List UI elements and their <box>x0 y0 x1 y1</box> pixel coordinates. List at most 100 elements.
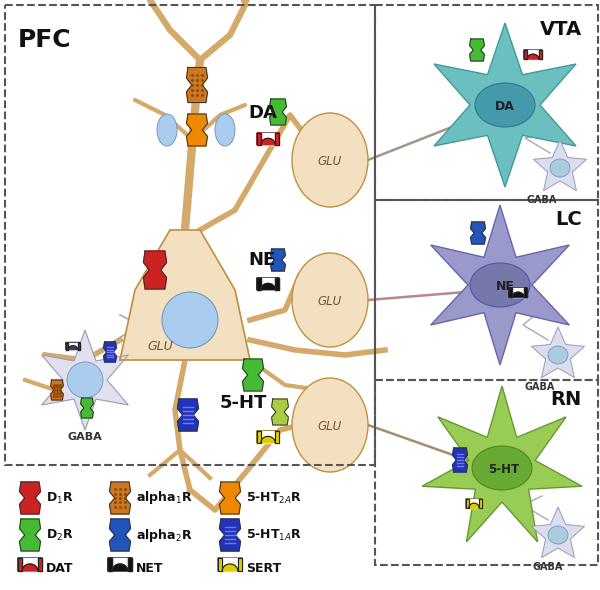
Polygon shape <box>434 23 576 187</box>
Polygon shape <box>512 288 524 297</box>
Ellipse shape <box>67 362 103 398</box>
Polygon shape <box>524 50 527 59</box>
Text: alpha$_2$R: alpha$_2$R <box>136 526 193 543</box>
Text: PFC: PFC <box>18 28 71 52</box>
Polygon shape <box>512 292 524 297</box>
Polygon shape <box>41 330 128 430</box>
Polygon shape <box>222 564 238 571</box>
Ellipse shape <box>548 346 568 364</box>
Text: 5-HT: 5-HT <box>488 463 520 476</box>
Polygon shape <box>220 519 241 551</box>
Ellipse shape <box>470 263 530 307</box>
Polygon shape <box>466 499 469 508</box>
Polygon shape <box>257 278 261 290</box>
Polygon shape <box>261 437 275 442</box>
Polygon shape <box>532 327 584 378</box>
Polygon shape <box>524 50 542 59</box>
Ellipse shape <box>292 253 368 347</box>
Polygon shape <box>128 558 132 571</box>
Text: 5-HT$_{2A}$R: 5-HT$_{2A}$R <box>246 490 302 506</box>
Text: 5-HT: 5-HT <box>220 394 268 412</box>
Text: GLU: GLU <box>318 420 342 433</box>
Text: GLU: GLU <box>318 295 342 308</box>
Polygon shape <box>271 249 286 271</box>
Polygon shape <box>257 431 279 442</box>
Ellipse shape <box>162 292 218 348</box>
Polygon shape <box>470 39 484 61</box>
Polygon shape <box>38 558 42 571</box>
Ellipse shape <box>157 114 177 146</box>
Polygon shape <box>422 386 582 542</box>
Polygon shape <box>469 499 479 508</box>
Text: DAT: DAT <box>46 562 74 575</box>
Polygon shape <box>509 288 512 297</box>
Polygon shape <box>539 50 542 59</box>
Polygon shape <box>77 343 80 350</box>
Polygon shape <box>257 133 279 145</box>
Text: GLU: GLU <box>318 155 342 168</box>
Polygon shape <box>261 278 275 290</box>
Ellipse shape <box>550 159 570 177</box>
Polygon shape <box>261 133 275 145</box>
Text: NET: NET <box>136 562 163 575</box>
Polygon shape <box>509 288 527 297</box>
Text: GABA: GABA <box>525 382 555 392</box>
Ellipse shape <box>548 526 568 544</box>
Polygon shape <box>257 133 261 145</box>
Polygon shape <box>50 380 64 400</box>
Polygon shape <box>120 230 250 360</box>
Polygon shape <box>242 359 263 391</box>
Polygon shape <box>257 431 261 442</box>
Polygon shape <box>238 558 242 571</box>
Polygon shape <box>22 564 38 571</box>
Polygon shape <box>466 499 482 508</box>
Text: DA: DA <box>495 100 515 113</box>
Polygon shape <box>218 558 222 571</box>
Text: DA: DA <box>248 104 277 122</box>
Text: NE: NE <box>496 280 514 293</box>
Polygon shape <box>112 558 128 571</box>
Text: D$_1$R: D$_1$R <box>46 490 74 506</box>
Text: GABA: GABA <box>68 432 103 442</box>
Polygon shape <box>527 54 539 59</box>
Polygon shape <box>22 558 38 571</box>
Polygon shape <box>479 499 482 508</box>
Polygon shape <box>220 482 241 514</box>
Polygon shape <box>275 431 279 442</box>
Polygon shape <box>19 482 41 514</box>
Polygon shape <box>222 558 238 571</box>
Polygon shape <box>108 558 132 571</box>
Text: GABA: GABA <box>533 562 563 572</box>
Polygon shape <box>18 558 42 571</box>
Polygon shape <box>269 99 286 125</box>
Text: VTA: VTA <box>540 20 582 39</box>
Polygon shape <box>257 278 279 290</box>
Polygon shape <box>275 133 279 145</box>
Text: D$_2$R: D$_2$R <box>46 527 74 543</box>
Text: 5-HT$_{1A}$R: 5-HT$_{1A}$R <box>246 527 302 543</box>
Text: SERT: SERT <box>246 562 281 575</box>
Polygon shape <box>261 139 275 145</box>
Text: GABA: GABA <box>527 195 557 205</box>
Polygon shape <box>104 342 116 362</box>
Polygon shape <box>272 399 289 425</box>
Polygon shape <box>533 140 587 191</box>
Text: GLU: GLU <box>147 340 173 353</box>
Ellipse shape <box>292 378 368 472</box>
Polygon shape <box>108 558 112 571</box>
Ellipse shape <box>292 113 368 207</box>
Polygon shape <box>431 205 569 365</box>
Text: alpha$_1$R: alpha$_1$R <box>136 490 193 506</box>
Polygon shape <box>527 50 539 59</box>
Polygon shape <box>218 558 242 571</box>
Polygon shape <box>110 482 131 514</box>
Polygon shape <box>452 448 467 472</box>
Polygon shape <box>178 399 199 431</box>
Text: LC: LC <box>555 210 582 229</box>
Polygon shape <box>66 343 68 350</box>
Text: NE: NE <box>248 251 275 269</box>
Polygon shape <box>112 564 128 571</box>
Polygon shape <box>143 251 167 289</box>
Polygon shape <box>470 222 485 244</box>
Polygon shape <box>187 67 208 103</box>
